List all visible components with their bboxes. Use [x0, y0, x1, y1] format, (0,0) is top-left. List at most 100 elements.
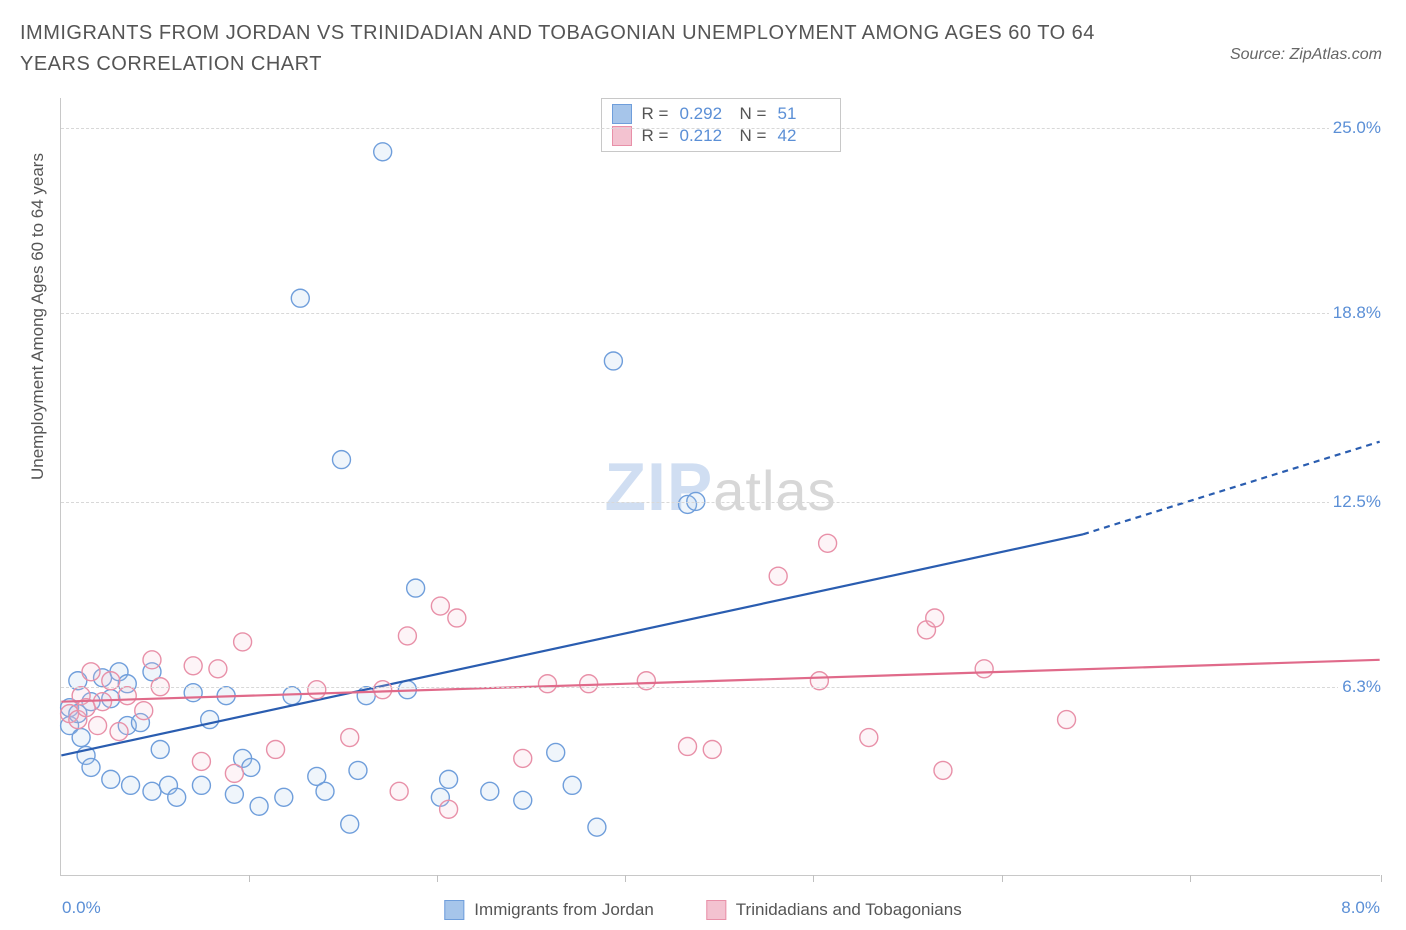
x-tick: [437, 875, 438, 882]
data-point: [234, 633, 252, 651]
legend-item: Trinidadians and Tobagonians: [706, 900, 962, 920]
x-axis-max-label: 8.0%: [1341, 898, 1380, 918]
data-point: [975, 660, 993, 678]
stat-n-value: 51: [778, 104, 828, 124]
data-point: [538, 675, 556, 693]
data-point: [275, 788, 293, 806]
data-point: [118, 687, 136, 705]
data-point: [122, 776, 140, 794]
bottom-legend: Immigrants from Jordan Trinidadians and T…: [444, 900, 961, 920]
data-point: [341, 815, 359, 833]
data-point: [934, 761, 952, 779]
data-point: [398, 627, 416, 645]
data-point: [184, 684, 202, 702]
x-tick: [1381, 875, 1382, 882]
stat-r-value: 0.212: [680, 126, 730, 146]
gridline: [61, 502, 1380, 503]
x-tick: [813, 875, 814, 882]
data-point: [349, 761, 367, 779]
data-point: [926, 609, 944, 627]
trend-line: [61, 534, 1083, 755]
data-point: [135, 702, 153, 720]
x-tick: [1002, 875, 1003, 882]
data-point: [143, 782, 161, 800]
legend-swatch: [706, 900, 726, 920]
data-point: [514, 791, 532, 809]
data-point: [390, 782, 408, 800]
data-point: [563, 776, 581, 794]
data-point: [192, 752, 210, 770]
data-point: [102, 770, 120, 788]
data-point: [89, 717, 107, 735]
data-point: [431, 597, 449, 615]
y-tick-label: 6.3%: [1338, 676, 1385, 698]
data-point: [448, 609, 466, 627]
data-point: [860, 729, 878, 747]
data-point: [308, 681, 326, 699]
data-point: [332, 451, 350, 469]
data-point: [225, 785, 243, 803]
y-tick-label: 25.0%: [1329, 117, 1385, 139]
scatter-plot: [61, 98, 1380, 875]
chart-title: IMMIGRANTS FROM JORDAN VS TRINIDADIAN AN…: [20, 18, 1120, 80]
data-point: [283, 687, 301, 705]
y-tick-label: 18.8%: [1329, 302, 1385, 324]
source-label: Source: ZipAtlas.com: [1230, 46, 1382, 64]
stat-n-label: N =: [740, 104, 768, 124]
y-axis-title: Unemployment Among Ages 60 to 64 years: [28, 153, 48, 480]
data-point: [250, 797, 268, 815]
data-point: [547, 743, 565, 761]
x-axis-min-label: 0.0%: [62, 898, 101, 918]
stats-row: R = 0.292 N = 51: [612, 103, 828, 125]
data-point: [201, 711, 219, 729]
data-point: [184, 657, 202, 675]
trend-line: [61, 660, 1379, 702]
data-point: [225, 764, 243, 782]
gridline: [61, 313, 1380, 314]
data-point: [679, 738, 697, 756]
data-point: [440, 800, 458, 818]
x-tick: [1190, 875, 1191, 882]
data-point: [407, 579, 425, 597]
data-point: [110, 723, 128, 741]
stat-r-value: 0.292: [680, 104, 730, 124]
data-point: [604, 352, 622, 370]
legend-swatch: [612, 104, 632, 124]
stat-r-label: R =: [642, 126, 670, 146]
data-point: [588, 818, 606, 836]
stat-r-label: R =: [642, 104, 670, 124]
data-point: [440, 770, 458, 788]
data-point: [374, 143, 392, 161]
data-point: [1058, 711, 1076, 729]
data-point: [703, 740, 721, 758]
x-tick: [625, 875, 626, 882]
data-point: [151, 740, 169, 758]
gridline: [61, 687, 1380, 688]
legend-label: Trinidadians and Tobagonians: [736, 900, 962, 920]
legend-swatch: [612, 126, 632, 146]
data-point: [267, 740, 285, 758]
gridline: [61, 128, 1380, 129]
x-tick: [249, 875, 250, 882]
data-point: [143, 651, 161, 669]
data-point: [82, 758, 100, 776]
trend-line-extrapolated: [1083, 442, 1380, 535]
data-point: [209, 660, 227, 678]
data-point: [242, 758, 260, 776]
data-point: [192, 776, 210, 794]
stat-n-label: N =: [740, 126, 768, 146]
data-point: [514, 749, 532, 767]
data-point: [481, 782, 499, 800]
legend-label: Immigrants from Jordan: [474, 900, 654, 920]
legend-item: Immigrants from Jordan: [444, 900, 654, 920]
chart-area: ZIPatlas R =0.292N =51R =0.212N =42 6.3%…: [60, 98, 1380, 876]
data-point: [94, 693, 112, 711]
data-point: [72, 729, 90, 747]
data-point: [168, 788, 186, 806]
data-point: [819, 534, 837, 552]
data-point: [374, 681, 392, 699]
data-point: [82, 663, 100, 681]
data-point: [291, 289, 309, 307]
data-point: [341, 729, 359, 747]
stat-n-value: 42: [778, 126, 828, 146]
